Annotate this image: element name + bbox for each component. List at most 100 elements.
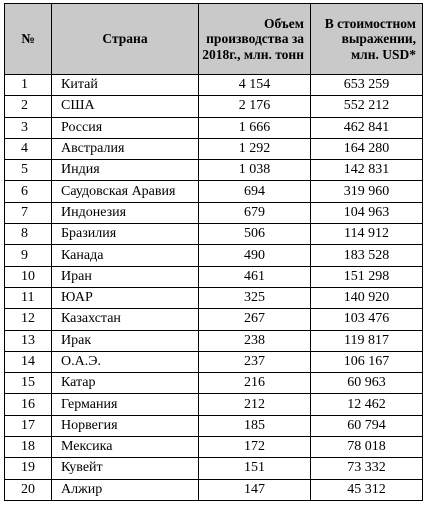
table-row: 5 Индия 1 038 142 831 bbox=[4, 159, 423, 182]
row-value: 151 298 bbox=[310, 265, 423, 288]
table-row: 10 Иран 461 151 298 bbox=[4, 265, 423, 288]
row-volume: 490 bbox=[198, 244, 311, 267]
table-row: 18 Мексика 172 78 018 bbox=[4, 436, 423, 459]
row-volume: 147 bbox=[198, 478, 311, 501]
row-country: Мексика bbox=[51, 436, 199, 459]
row-volume: 216 bbox=[198, 372, 311, 395]
row-number: 18 bbox=[4, 436, 52, 459]
row-volume: 238 bbox=[198, 329, 311, 352]
production-table: № Страна Объем производства за 2018г., м… bbox=[4, 3, 423, 501]
header-number: № bbox=[4, 3, 52, 75]
row-value: 78 018 bbox=[310, 436, 423, 459]
table-row: 7 Индонезия 679 104 963 bbox=[4, 201, 423, 225]
row-number: 9 bbox=[4, 244, 52, 267]
table-row: 9 Канада 490 183 528 bbox=[4, 244, 423, 267]
row-number: 1 bbox=[4, 73, 52, 97]
row-number: 19 bbox=[4, 457, 52, 480]
row-number: 4 bbox=[4, 137, 52, 161]
row-country: Ирак bbox=[51, 329, 199, 352]
row-value: 164 280 bbox=[310, 137, 423, 161]
header-value: В стоимостном выражении, млн. USD* bbox=[310, 3, 423, 75]
row-value: 60 794 bbox=[310, 414, 423, 438]
row-number: 20 bbox=[4, 478, 52, 501]
table-row: 15 Катар 216 60 963 bbox=[4, 372, 423, 395]
row-value: 73 332 bbox=[310, 457, 423, 480]
row-number: 13 bbox=[4, 329, 52, 352]
row-volume: 151 bbox=[198, 457, 311, 480]
table-row: 14 О.А.Э. 237 106 167 bbox=[4, 350, 423, 374]
row-volume: 4 154 bbox=[198, 73, 311, 97]
row-country: Австралия bbox=[51, 137, 199, 161]
row-value: 552 212 bbox=[310, 95, 423, 118]
row-volume: 325 bbox=[198, 286, 311, 310]
row-country: Кувейт bbox=[51, 457, 199, 480]
row-value: 140 920 bbox=[310, 286, 423, 310]
row-value: 106 167 bbox=[310, 350, 423, 374]
row-number: 12 bbox=[4, 308, 52, 331]
row-volume: 506 bbox=[198, 223, 311, 246]
row-country: О.А.Э. bbox=[51, 350, 199, 374]
row-volume: 172 bbox=[198, 436, 311, 459]
row-country: Россия bbox=[51, 116, 199, 139]
table-row: 4 Австралия 1 292 164 280 bbox=[4, 137, 423, 161]
row-country: Индонезия bbox=[51, 201, 199, 225]
table-row: 8 Бразилия 506 114 912 bbox=[4, 223, 423, 246]
table-row: 1 Китай 4 154 653 259 bbox=[4, 73, 423, 97]
row-value: 45 312 bbox=[310, 478, 423, 501]
table-row: 2 США 2 176 552 212 bbox=[4, 95, 423, 118]
table-row: 11 ЮАР 325 140 920 bbox=[4, 286, 423, 310]
row-number: 16 bbox=[4, 393, 52, 416]
row-country: Канада bbox=[51, 244, 199, 267]
row-volume: 1 292 bbox=[198, 137, 311, 161]
row-value: 319 960 bbox=[310, 180, 423, 203]
row-country: Индия bbox=[51, 159, 199, 182]
row-number: 15 bbox=[4, 372, 52, 395]
row-value: 114 912 bbox=[310, 223, 423, 246]
row-number: 6 bbox=[4, 180, 52, 203]
row-number: 10 bbox=[4, 265, 52, 288]
header-volume: Объем производства за 2018г., млн. тонн bbox=[198, 3, 311, 75]
table-row: 3 Россия 1 666 462 841 bbox=[4, 116, 423, 139]
row-volume: 1 666 bbox=[198, 116, 311, 139]
row-value: 103 476 bbox=[310, 308, 423, 331]
row-country: Бразилия bbox=[51, 223, 199, 246]
row-value: 104 963 bbox=[310, 201, 423, 225]
table-row: 20 Алжир 147 45 312 bbox=[4, 478, 423, 501]
row-country: Катар bbox=[51, 372, 199, 395]
row-number: 11 bbox=[4, 286, 52, 310]
row-country: Иран bbox=[51, 265, 199, 288]
row-value: 119 817 bbox=[310, 329, 423, 352]
row-value: 462 841 bbox=[310, 116, 423, 139]
row-volume: 185 bbox=[198, 414, 311, 438]
row-number: 3 bbox=[4, 116, 52, 139]
row-country: Норвегия bbox=[51, 414, 199, 438]
row-volume: 267 bbox=[198, 308, 311, 331]
row-volume: 461 bbox=[198, 265, 311, 288]
row-value: 653 259 bbox=[310, 73, 423, 97]
table-row: 17 Норвегия 185 60 794 bbox=[4, 414, 423, 438]
table-row: 13 Ирак 238 119 817 bbox=[4, 329, 423, 352]
row-value: 60 963 bbox=[310, 372, 423, 395]
row-country: Казахстан bbox=[51, 308, 199, 331]
row-number: 17 bbox=[4, 414, 52, 438]
table-row: 6 Саудовская Аравия 694 319 960 bbox=[4, 180, 423, 203]
table-row: 12 Казахстан 267 103 476 bbox=[4, 308, 423, 331]
header-country: Страна bbox=[51, 3, 199, 75]
table-row: 19 Кувейт 151 73 332 bbox=[4, 457, 423, 480]
row-value: 183 528 bbox=[310, 244, 423, 267]
row-value: 12 462 bbox=[310, 393, 423, 416]
row-value: 142 831 bbox=[310, 159, 423, 182]
row-country: Алжир bbox=[51, 478, 199, 501]
row-volume: 1 038 bbox=[198, 159, 311, 182]
row-country: Китай bbox=[51, 73, 199, 97]
row-number: 2 bbox=[4, 95, 52, 118]
row-volume: 237 bbox=[198, 350, 311, 374]
row-number: 14 bbox=[4, 350, 52, 374]
row-volume: 2 176 bbox=[198, 95, 311, 118]
table-row: 16 Германия 212 12 462 bbox=[4, 393, 423, 416]
table-header-row: № Страна Объем производства за 2018г., м… bbox=[4, 3, 423, 75]
row-country: Германия bbox=[51, 393, 199, 416]
row-country: ЮАР bbox=[51, 286, 199, 310]
row-volume: 212 bbox=[198, 393, 311, 416]
row-volume: 679 bbox=[198, 201, 311, 225]
